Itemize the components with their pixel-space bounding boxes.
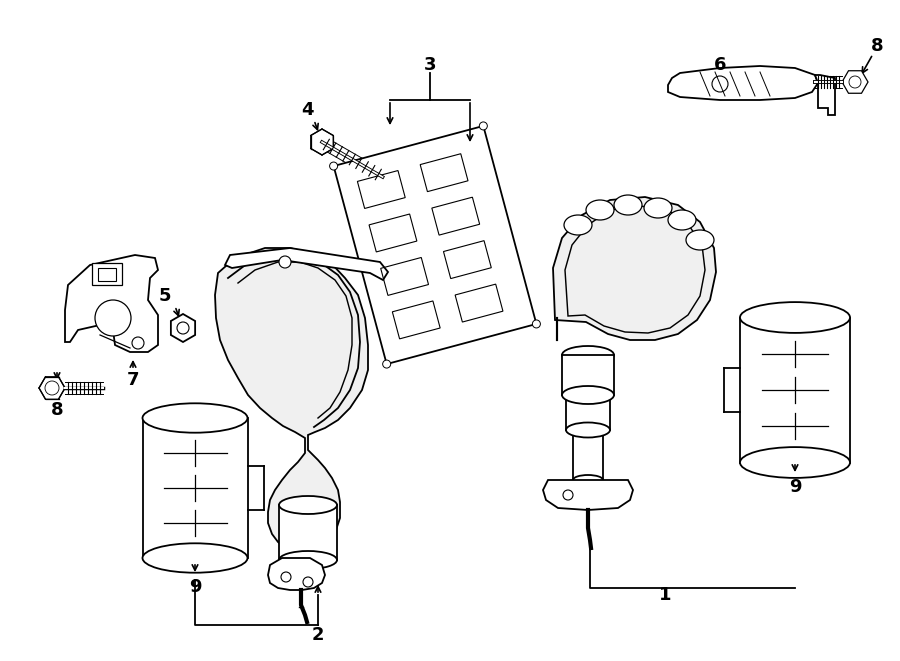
Text: 8: 8 [50,401,63,419]
Ellipse shape [614,195,642,215]
Text: 5: 5 [158,287,171,305]
Ellipse shape [668,210,696,230]
Ellipse shape [644,198,672,218]
Text: 1: 1 [659,586,671,604]
Text: 7: 7 [127,371,140,389]
Circle shape [45,381,59,395]
Ellipse shape [740,302,850,333]
Text: 2: 2 [311,626,324,644]
Ellipse shape [562,386,614,404]
Bar [279,505,337,560]
Bar [142,418,248,558]
Polygon shape [668,66,818,100]
Ellipse shape [142,403,248,433]
Ellipse shape [564,215,592,235]
Ellipse shape [740,447,850,478]
Polygon shape [268,558,325,590]
Text: 9: 9 [189,578,202,596]
Circle shape [563,490,573,500]
Ellipse shape [573,475,603,485]
Circle shape [132,337,144,349]
Ellipse shape [686,230,714,250]
Polygon shape [553,197,716,340]
Polygon shape [171,314,195,342]
Circle shape [712,76,728,92]
Polygon shape [225,248,388,280]
Circle shape [303,577,313,587]
Polygon shape [215,248,368,555]
FancyBboxPatch shape [98,268,116,281]
Bar [740,317,850,463]
Text: 4: 4 [301,101,313,119]
Text: 3: 3 [424,56,436,74]
Circle shape [382,360,391,368]
Circle shape [480,122,487,130]
Circle shape [95,300,131,336]
Bar [562,355,614,395]
Ellipse shape [279,496,337,514]
Polygon shape [39,377,65,399]
Ellipse shape [279,551,337,569]
Ellipse shape [562,346,614,364]
Polygon shape [334,126,536,364]
Polygon shape [543,480,633,510]
Ellipse shape [142,543,248,572]
Polygon shape [842,71,868,93]
Circle shape [533,320,540,328]
Circle shape [281,572,291,582]
Text: 8: 8 [870,37,883,55]
Ellipse shape [566,422,610,438]
Circle shape [177,322,189,334]
FancyBboxPatch shape [92,263,122,285]
Circle shape [849,76,861,88]
Text: 9: 9 [788,478,801,496]
Ellipse shape [586,200,614,220]
Circle shape [329,162,338,170]
Polygon shape [815,75,835,115]
Circle shape [279,256,291,268]
Polygon shape [310,129,333,155]
Text: 6: 6 [714,56,726,74]
